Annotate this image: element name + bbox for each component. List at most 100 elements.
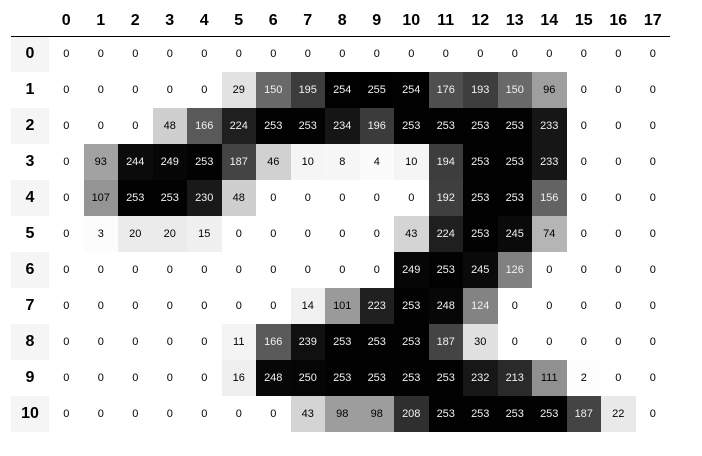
pixel-value-cell: 253 — [463, 144, 498, 180]
pixel-value-cell: 176 — [428, 72, 463, 108]
pixel-value-cell: 0 — [118, 396, 153, 432]
pixel-value-cell: 0 — [221, 36, 256, 72]
pixel-value-cell: 0 — [325, 252, 360, 288]
pixel-value-cell: 0 — [187, 252, 222, 288]
column-header: 1 — [83, 6, 118, 37]
pixel-value-cell: 0 — [635, 216, 670, 252]
column-header: 3 — [152, 6, 187, 37]
pixel-value-cell: 0 — [152, 36, 187, 72]
pixel-value-cell: 0 — [152, 360, 187, 396]
pixel-value-cell: 0 — [359, 180, 394, 216]
pixel-value-cell: 0 — [256, 252, 291, 288]
pixel-value-cell: 253 — [394, 288, 429, 324]
pixel-value-cell: 0 — [601, 216, 636, 252]
pixel-value-cell: 0 — [118, 324, 153, 360]
pixel-value-cell: 0 — [566, 252, 601, 288]
pixel-value-cell: 196 — [359, 108, 394, 144]
pixel-value-cell: 0 — [118, 108, 153, 144]
pixel-value-cell: 187 — [566, 396, 601, 432]
column-header: 9 — [359, 6, 394, 37]
pixel-value-cell: 98 — [325, 396, 360, 432]
pixel-value-cell: 253 — [463, 396, 498, 432]
table-row: 5 0 3 20 20 15 0 0 0 0 0 43 224 253 245 74 0 0 0 — [11, 216, 670, 252]
pixel-value-cell: 150 — [497, 72, 532, 108]
pixel-value-cell: 0 — [566, 216, 601, 252]
pixel-value-cell: 3 — [83, 216, 118, 252]
pixel-value-cell: 0 — [359, 252, 394, 288]
pixel-value-cell: 0 — [118, 72, 153, 108]
pixel-value-cell: 0 — [290, 216, 325, 252]
pixel-value-cell: 0 — [428, 36, 463, 72]
pixel-value-cell: 253 — [497, 108, 532, 144]
pixel-value-cell: 0 — [566, 288, 601, 324]
pixel-value-cell: 253 — [497, 180, 532, 216]
column-header: 15 — [566, 6, 601, 37]
pixel-value-cell: 253 — [428, 396, 463, 432]
column-header: 0 — [49, 6, 84, 37]
pixel-value-cell: 233 — [532, 144, 567, 180]
pixel-value-cell: 187 — [428, 324, 463, 360]
pixel-value-cell: 0 — [601, 180, 636, 216]
pixel-value-cell: 192 — [428, 180, 463, 216]
pixel-value-cell: 8 — [325, 144, 360, 180]
pixel-value-cell: 48 — [221, 180, 256, 216]
table-row: 7 0 0 0 0 0 0 0 14 101 223 253 248 124 0 0 0 0 0 — [11, 288, 670, 324]
pixel-value-cell: 0 — [635, 36, 670, 72]
pixel-value-cell: 223 — [359, 288, 394, 324]
column-header: 17 — [635, 6, 670, 37]
row-index-label: 0 — [11, 36, 49, 72]
pixel-value-cell: 0 — [601, 144, 636, 180]
pixel-value-cell: 253 — [497, 396, 532, 432]
pixel-value-cell: 194 — [428, 144, 463, 180]
pixel-value-cell: 43 — [290, 396, 325, 432]
row-index-label: 6 — [11, 252, 49, 288]
pixel-value-cell: 0 — [49, 288, 84, 324]
pixel-value-cell: 0 — [635, 180, 670, 216]
pixel-value-cell: 232 — [463, 360, 498, 396]
pixel-value-cell: 253 — [463, 180, 498, 216]
row-index-label: 8 — [11, 324, 49, 360]
pixel-value-cell: 22 — [601, 396, 636, 432]
pixel-value-cell: 253 — [532, 396, 567, 432]
pixel-value-cell: 213 — [497, 360, 532, 396]
row-index-label: 5 — [11, 216, 49, 252]
pixel-value-cell: 107 — [83, 180, 118, 216]
pixel-value-cell: 254 — [394, 72, 429, 108]
column-header: 11 — [428, 6, 463, 37]
pixel-value-cell: 48 — [152, 108, 187, 144]
pixel-value-cell: 248 — [256, 360, 291, 396]
pixel-value-cell: 4 — [359, 144, 394, 180]
pixel-value-cell: 253 — [428, 108, 463, 144]
pixel-value-cell: 0 — [49, 180, 84, 216]
pixel-value-cell: 253 — [463, 108, 498, 144]
pixel-value-cell: 20 — [152, 216, 187, 252]
pixel-value-cell: 0 — [256, 288, 291, 324]
pixel-value-cell: 253 — [394, 108, 429, 144]
pixel-value-cell: 98 — [359, 396, 394, 432]
pixel-value-cell: 244 — [118, 144, 153, 180]
row-index-label: 2 — [11, 108, 49, 144]
pixel-value-cell: 253 — [394, 360, 429, 396]
pixel-value-cell: 0 — [187, 288, 222, 324]
pixel-value-cell: 0 — [49, 324, 84, 360]
table-body: 0 0 0 0 0 0 0 0 0 0 0 0 0 0 0 0 0 0 0 1 0 0 0 0 0 29 150 195 254 255 2… — [11, 36, 670, 432]
pixel-value-cell: 0 — [290, 180, 325, 216]
pixel-value-cell: 0 — [83, 72, 118, 108]
pixel-value-cell: 150 — [256, 72, 291, 108]
pixel-value-cell: 253 — [359, 324, 394, 360]
pixel-value-cell: 208 — [394, 396, 429, 432]
pixel-value-cell: 0 — [635, 324, 670, 360]
row-index-label: 7 — [11, 288, 49, 324]
pixel-value-cell: 0 — [221, 252, 256, 288]
pixel-value-cell: 250 — [290, 360, 325, 396]
pixel-value-cell: 0 — [187, 360, 222, 396]
column-header: 8 — [325, 6, 360, 37]
column-header: 10 — [394, 6, 429, 37]
pixel-value-cell: 0 — [635, 396, 670, 432]
pixel-value-cell: 0 — [463, 36, 498, 72]
pixel-value-cell: 253 — [118, 180, 153, 216]
row-index-label: 9 — [11, 360, 49, 396]
pixel-value-cell: 0 — [49, 144, 84, 180]
table-row: 10 0 0 0 0 0 0 0 43 98 98 208 253 253 253 253 187 22 0 — [11, 396, 670, 432]
